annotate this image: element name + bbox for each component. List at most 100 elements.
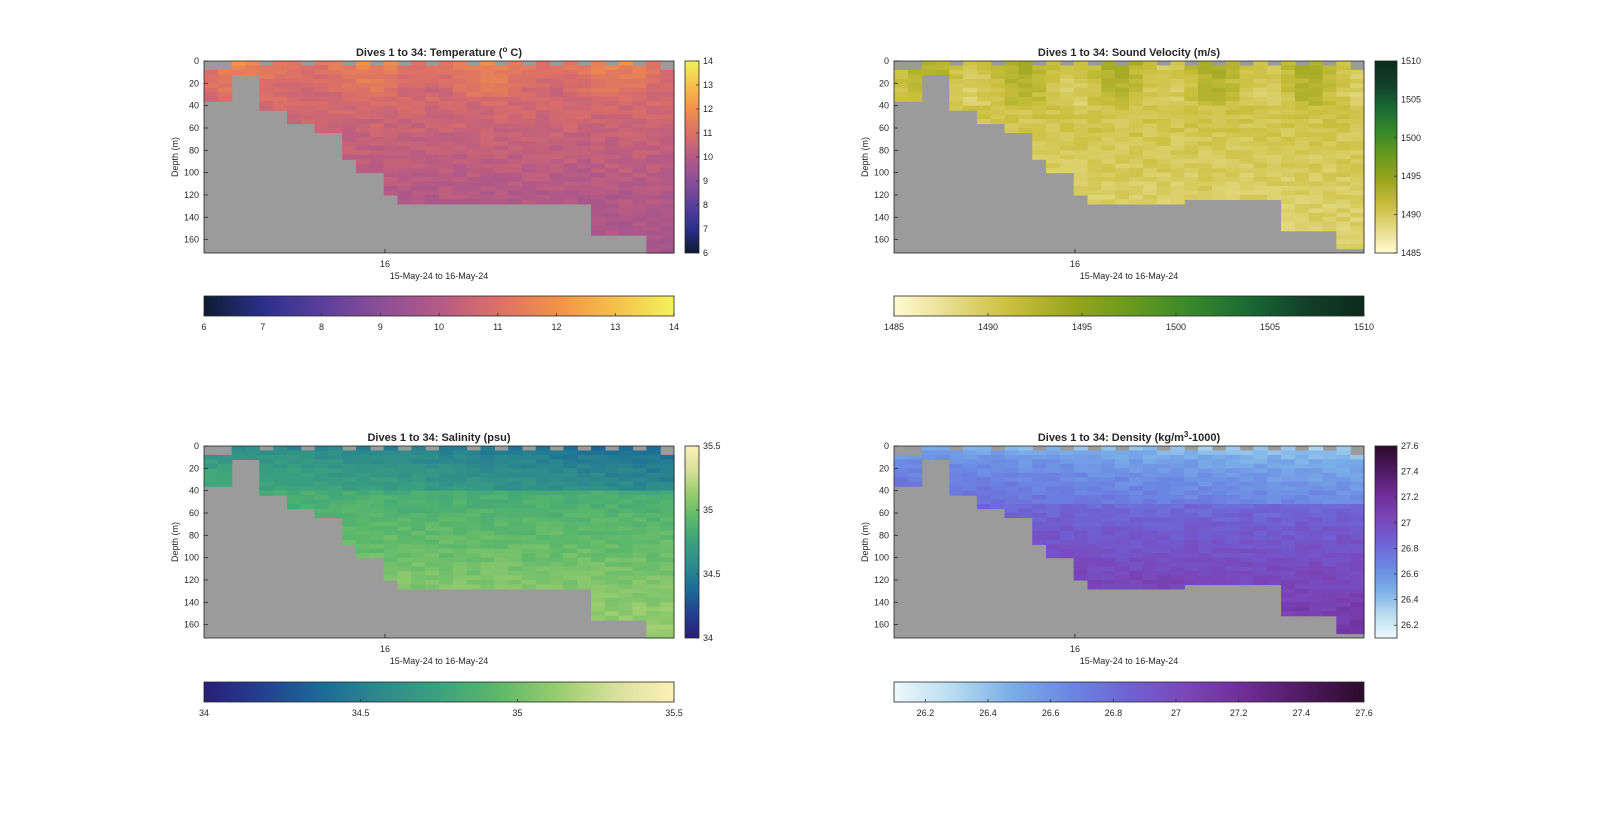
heatmap-cell	[1336, 181, 1351, 187]
heatmap-cell	[1308, 105, 1324, 111]
heatmap-cell	[1184, 557, 1199, 563]
heatmap-cell	[508, 553, 523, 559]
heatmap-cell	[1073, 508, 1089, 514]
heatmap-cell	[1267, 150, 1282, 156]
heatmap-cell	[660, 530, 675, 536]
heatmap-cell	[1267, 123, 1282, 129]
heatmap-cell	[383, 154, 399, 160]
heatmap-cell	[577, 566, 592, 572]
heatmap-cell	[563, 65, 578, 71]
heatmap-cell	[356, 105, 371, 111]
heatmap-cell	[1129, 141, 1144, 147]
heatmap-cell	[1115, 105, 1130, 111]
heatmap-cell	[604, 186, 620, 192]
heatmap-cell	[563, 499, 578, 505]
heatmap-cell	[1211, 101, 1227, 107]
heatmap-cell	[1073, 127, 1089, 134]
heatmap-cell	[328, 499, 343, 505]
heatmap-cell	[1294, 132, 1310, 138]
heatmap-cell	[1225, 92, 1241, 98]
heatmap-cell	[1239, 490, 1255, 496]
heatmap-cell	[1018, 65, 1033, 71]
heatmap-cell	[1294, 208, 1310, 214]
heatmap-cell	[383, 557, 399, 563]
heatmap-cell	[591, 96, 606, 102]
heatmap-cell	[494, 65, 509, 71]
heatmap-cell	[591, 212, 606, 218]
heatmap-cell	[1018, 69, 1033, 75]
heatmap-cell	[1198, 78, 1213, 84]
heatmap-cell	[1336, 597, 1351, 603]
heatmap-cell	[1115, 579, 1130, 586]
heatmap-cell	[646, 566, 661, 572]
heatmap-cell	[1336, 217, 1351, 223]
heatmap-cell	[1101, 575, 1116, 581]
heatmap-cell	[1308, 521, 1324, 527]
heatmap-cell	[1267, 78, 1282, 84]
heatmap-cell	[618, 181, 634, 187]
heatmap-cell	[963, 65, 978, 71]
heatmap-cell	[535, 486, 551, 492]
heatmap-cell	[591, 508, 606, 514]
heatmap-cell	[1170, 450, 1185, 456]
heatmap-cell	[1170, 123, 1185, 129]
heatmap-cell	[632, 186, 647, 192]
heatmap-cell	[508, 127, 523, 134]
heatmap-cell	[577, 521, 592, 527]
heatmap-cell	[618, 597, 634, 603]
heatmap-cell	[439, 495, 454, 501]
heatmap-cell	[480, 61, 495, 67]
heatmap-cell	[577, 530, 592, 536]
heatmap-cell	[535, 101, 551, 107]
heatmap-cell	[204, 463, 219, 469]
heatmap-cell	[300, 74, 316, 80]
heatmap-cell	[549, 454, 565, 460]
heatmap-cell	[494, 495, 509, 501]
heatmap-cell	[1101, 119, 1116, 125]
heatmap-cell	[1267, 154, 1282, 160]
heatmap-cell	[646, 629, 661, 635]
heatmap-cell	[1198, 495, 1213, 501]
heatmap-cell	[273, 101, 288, 107]
heatmap-cell	[452, 446, 468, 452]
heatmap-cell	[369, 499, 385, 505]
heatmap-cell	[411, 504, 426, 510]
heatmap-cell	[356, 459, 371, 465]
heatmap-cell	[618, 481, 634, 487]
heatmap-cell	[411, 477, 426, 483]
heatmap-cell	[1322, 477, 1337, 483]
heatmap-cell	[425, 495, 440, 501]
heatmap-cell	[521, 535, 537, 541]
heatmap-cell	[1350, 101, 1365, 107]
x-tick-label: 16	[1070, 644, 1080, 654]
heatmap-cell	[1281, 110, 1296, 116]
heatmap-cell	[1281, 562, 1296, 568]
heatmap-cell	[1170, 101, 1185, 107]
heatmap-cell	[1087, 127, 1102, 134]
heatmap-cell	[1336, 526, 1351, 532]
colorbar-tick-label: 10	[703, 152, 713, 162]
heatmap-cell	[356, 548, 371, 554]
heatmap-cell	[1129, 132, 1144, 138]
heatmap-cell	[618, 468, 634, 474]
heatmap-cell	[577, 101, 592, 107]
heatmap-cell	[508, 181, 523, 187]
heatmap-cell	[1073, 571, 1089, 577]
heatmap-cell	[1073, 463, 1089, 469]
heatmap-cell	[397, 163, 412, 169]
heatmap-cell	[1336, 101, 1351, 107]
heatmap-cell	[1308, 168, 1324, 174]
heatmap-cell	[356, 468, 371, 474]
heatmap-cell	[1170, 535, 1185, 541]
heatmap-cell	[604, 499, 620, 505]
heatmap-cell	[563, 190, 578, 196]
heatmap-cell	[1253, 575, 1268, 581]
heatmap-cell	[660, 544, 675, 550]
heatmap-cell	[1170, 575, 1185, 581]
heatmap-cell	[935, 69, 950, 75]
heatmap-cell	[1115, 490, 1130, 496]
heatmap-cell	[577, 535, 592, 541]
heatmap-cell	[1253, 150, 1268, 156]
heatmap-cell	[1115, 584, 1130, 590]
heatmap-cell	[1294, 463, 1310, 469]
